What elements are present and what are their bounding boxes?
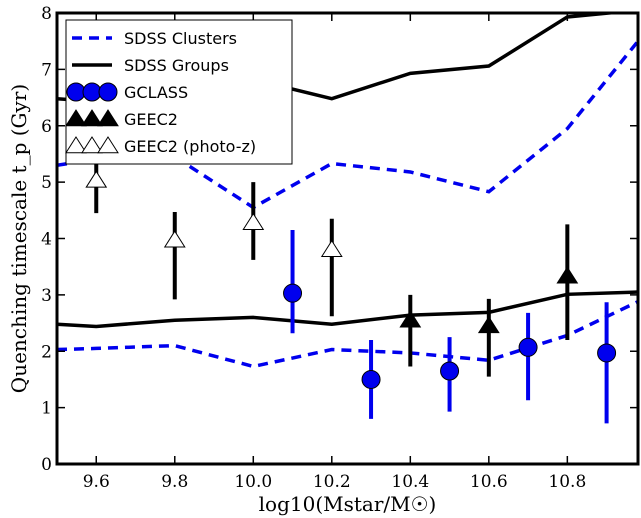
legend-circle-marker [98, 82, 118, 102]
legend-triangle-marker [97, 136, 119, 154]
ticks-layer [57, 12, 638, 465]
geec2-photoz-point [85, 170, 108, 188]
y-axis-title: Quenching timescale t_p (Gyr) [7, 84, 31, 393]
x-tick-label: 10.0 [234, 472, 272, 492]
errorbars-layer [94, 151, 609, 424]
gclass-point [597, 343, 617, 363]
x-tick-label: 10.8 [548, 472, 586, 492]
geec2-photoz-point [320, 239, 343, 258]
y-tick-label: 0 [41, 455, 52, 475]
y-tick-label: 3 [41, 286, 52, 306]
legend-triangle-marker [97, 109, 119, 127]
legend-entry: SDSS Clusters [72, 29, 237, 48]
geec2-point [556, 266, 579, 284]
legend-label: SDSS Clusters [124, 29, 237, 48]
legend: SDSS Clusters SDSS Groups GCLASS GEEC2 GEEC2… [65, 19, 293, 165]
y-tick-label: 7 [41, 60, 52, 80]
sdss-clusters-line-1 [57, 300, 638, 369]
geec2-point [399, 310, 422, 328]
legend-label: GCLASS [124, 83, 188, 102]
x-tick-label: 9.6 [83, 472, 110, 492]
y-tick-label: 8 [41, 4, 52, 24]
tick-labels: 9.6 9.8 10.0 10.2 10.4 10.6 10.8 0 1 2 3 4 5 6 7 8 [41, 4, 586, 492]
y-tick-label: 1 [41, 399, 52, 419]
gclass-point [440, 361, 460, 381]
y-tick-label: 5 [41, 173, 52, 193]
legend-triangle-marker [81, 136, 103, 154]
x-axis-title: log10(Mstar/M☉) [259, 492, 437, 516]
geec2-point [477, 315, 500, 334]
legend-label: GEEC2 [124, 110, 178, 129]
sdss-clusters-line-0 [57, 40, 638, 210]
sdss-groups-line-1 [57, 290, 638, 329]
y-tick-label: 2 [41, 342, 52, 362]
gclass-point [361, 369, 381, 389]
legend-entry: SDSS Groups [72, 56, 229, 75]
legend-circle-marker [66, 82, 86, 102]
x-tick-label: 10.6 [470, 472, 508, 492]
legend-triangle-marker [65, 136, 87, 154]
x-tick-label: 10.2 [313, 472, 351, 492]
legend-entry: GCLASS [66, 82, 188, 102]
y-tick-label: 6 [41, 117, 52, 137]
legend-circle-marker [82, 82, 102, 102]
markers-layer [85, 170, 617, 389]
legend-triangle-marker [65, 109, 87, 127]
gclass-point [518, 337, 538, 357]
geec2-photoz-point [163, 230, 186, 248]
legend-label: SDSS Groups [124, 56, 229, 75]
legend-entry: GEEC2 (photo-z) [65, 136, 256, 156]
geec2-photoz-point [242, 212, 265, 230]
legend-label: GEEC2 (photo-z) [124, 137, 256, 156]
x-tick-label: 9.8 [161, 472, 188, 492]
y-tick-label: 4 [41, 230, 52, 250]
x-tick-label: 10.4 [391, 472, 429, 492]
legend-triangle-marker [81, 109, 103, 127]
legend-entry: GEEC2 [65, 109, 178, 129]
gclass-point [283, 283, 303, 303]
